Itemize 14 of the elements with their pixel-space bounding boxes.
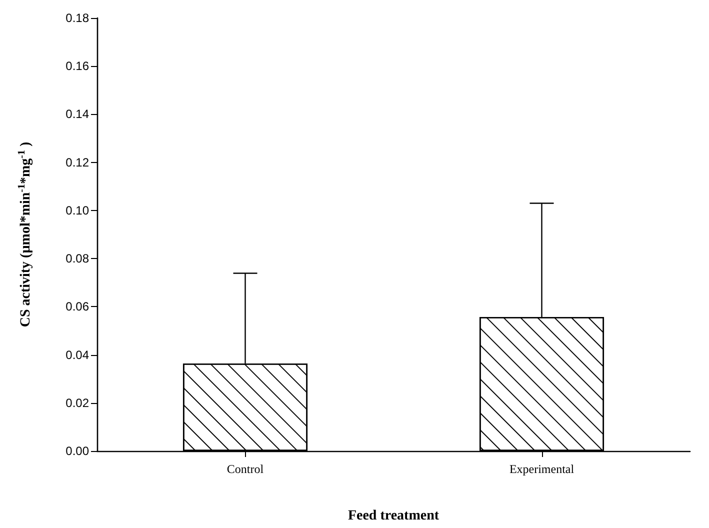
y-tick-label: 0.10 (66, 203, 90, 218)
y-tick-label: 0.14 (66, 107, 90, 122)
y-tick-label: 0.00 (66, 444, 90, 458)
y-tick-label: 0.16 (66, 59, 90, 74)
y-tick-label: 0.18 (66, 11, 90, 25)
y-tick-label: 0.08 (66, 252, 90, 266)
y-tick-label: 0.04 (66, 348, 90, 362)
x-tick-label: Control (226, 462, 264, 476)
y-tick-label: 0.12 (66, 155, 90, 170)
y-axis-title: CS activity (µmol*min-1*mg-1 ) (16, 142, 34, 328)
y-tick-label: 0.02 (66, 396, 90, 410)
x-axis-title: Feed treatment (348, 508, 440, 524)
x-tick-label: Experimental (509, 462, 575, 476)
y-tick-label: 0.06 (66, 300, 90, 314)
